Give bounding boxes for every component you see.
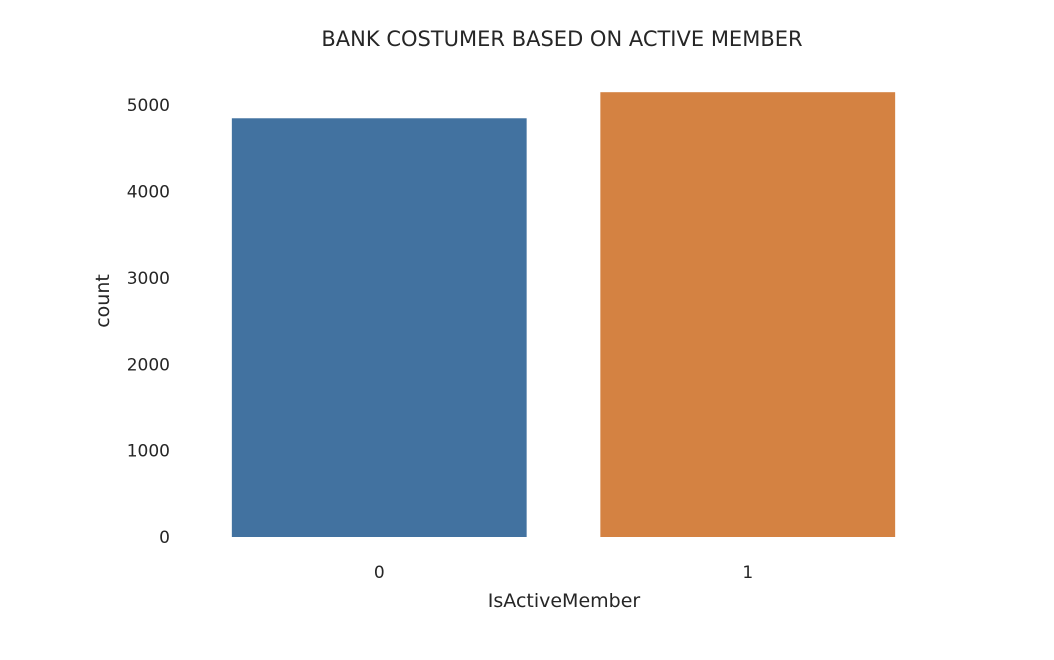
y-tick-label: 1000	[127, 442, 170, 462]
y-tick-label: 0	[159, 528, 170, 548]
y-tick-label: 4000	[127, 183, 170, 203]
y-tick-label: 5000	[127, 96, 170, 116]
bars	[231, 92, 896, 537]
y-axis-ticks: 0 1000 2000 3000 4000 5000	[127, 96, 170, 548]
bar-1	[600, 92, 896, 537]
x-tick-label: 1	[742, 563, 753, 583]
chart-title: BANK COSTUMER BASED ON ACTIVE MEMBER	[321, 27, 802, 51]
y-tick-label: 2000	[127, 355, 170, 375]
x-axis-label: IsActiveMember	[488, 590, 641, 612]
x-tick-label: 0	[374, 563, 385, 583]
bar-0	[231, 118, 527, 537]
y-tick-label: 3000	[127, 269, 170, 289]
y-axis-label: count	[92, 274, 114, 328]
